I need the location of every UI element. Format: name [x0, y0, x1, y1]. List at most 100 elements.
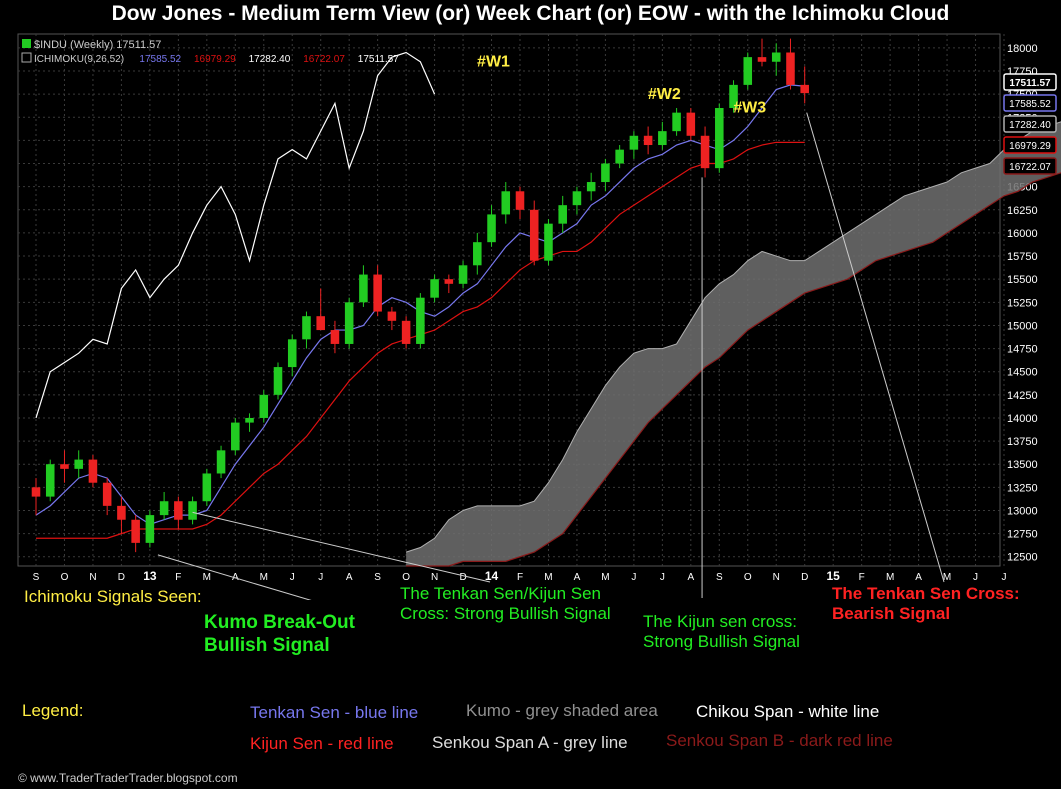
- candle-body: [487, 214, 496, 243]
- candle-body: [501, 191, 511, 215]
- y-tick-label: 12500: [1007, 552, 1038, 564]
- chart-area: 12500 12750 13000 13250 13500 13750 14000 14250…: [17, 33, 1061, 607]
- x-tick-label: J: [290, 572, 295, 583]
- candle-body: [444, 279, 454, 284]
- signals-seen-label: Ichimoku Signals Seen:: [24, 587, 202, 606]
- symbol-label: $INDU (Weekly) 17511.57: [34, 39, 161, 51]
- ichimoku-value: 17282.40: [249, 54, 291, 65]
- candle-body: [74, 459, 83, 469]
- footer-copyright: © www.TraderTraderTrader.blogspot.com: [18, 771, 238, 785]
- wave-label: #W2: [648, 86, 681, 103]
- price-tag-label: 16722.07: [1009, 162, 1051, 173]
- kijun-cross-annotation: The Kijun sen cross: Strong Bullish Sign…: [643, 612, 800, 653]
- x-tick-label: D: [801, 572, 808, 583]
- candle-body: [629, 135, 639, 150]
- x-tick-label: M: [601, 572, 609, 583]
- wave-label: #W3: [733, 100, 766, 117]
- candle-body: [544, 223, 553, 261]
- x-tick-label: M: [943, 572, 951, 583]
- y-tick-label: 15000: [1007, 320, 1038, 332]
- candle-body: [458, 265, 468, 284]
- tenkan-bearish-pointer: [806, 112, 945, 583]
- candle-body: [601, 163, 610, 183]
- y-tick-label: 13750: [1007, 436, 1038, 448]
- x-tick-label: 14: [485, 569, 499, 583]
- candle-body: [672, 112, 681, 132]
- candle-body: [515, 191, 525, 210]
- x-tick-label: M: [203, 572, 211, 583]
- kumo-breakout-line-2: Bullish Signal: [204, 634, 330, 656]
- candle-body: [373, 274, 382, 312]
- x-tick-label: S: [33, 572, 40, 583]
- candle-body: [715, 108, 724, 169]
- x-tick-label: J: [631, 572, 636, 583]
- y-tick-label: 14000: [1007, 413, 1038, 425]
- candle-body: [316, 316, 325, 331]
- x-tick-label: J: [318, 572, 323, 583]
- y-tick-label: 18000: [1007, 43, 1038, 55]
- candle-body: [786, 52, 795, 85]
- ichimoku-value: 17585.52: [139, 54, 181, 65]
- tenkan-bearish-line-1: The Tenkan Sen Cross:: [832, 584, 1020, 603]
- senkou-span-b-line: [406, 172, 1061, 567]
- x-tick-label: M: [886, 572, 894, 583]
- candle-body: [45, 464, 55, 497]
- legend-title: Legend:: [22, 701, 84, 720]
- y-tick-label: 15250: [1007, 297, 1038, 309]
- price-tag-label: 16979.29: [1009, 141, 1051, 152]
- candle-body: [31, 487, 41, 497]
- price-tag-box: [1003, 73, 1057, 91]
- price-tag-box: [1003, 157, 1057, 175]
- y-tick-label: 15750: [1007, 251, 1038, 263]
- x-tick-label: O: [61, 572, 69, 583]
- candle-body: [643, 135, 653, 146]
- kumo-cloud: [406, 121, 1061, 566]
- y-tick-label: 12750: [1007, 529, 1038, 541]
- price-tag-label: 17585.52: [1009, 99, 1051, 110]
- tenkan-bearish-line-2: Bearish Signal: [832, 604, 951, 624]
- candle-body: [102, 482, 112, 506]
- candle-body: [330, 330, 340, 344]
- candle-body: [416, 297, 425, 344]
- x-tick-label: A: [687, 572, 694, 583]
- y-tick-label: 16000: [1007, 228, 1038, 240]
- candle-body: [771, 52, 781, 62]
- candle-body: [131, 519, 140, 543]
- tk-cross-pointer: [192, 511, 491, 583]
- candle-body: [188, 501, 197, 520]
- candle-body: [359, 274, 368, 303]
- ichimoku-value: 16722.07: [303, 54, 345, 65]
- candle-body: [757, 57, 767, 62]
- x-tick-label: M: [544, 572, 552, 583]
- candle-body: [60, 464, 69, 469]
- x-tick-label: 15: [826, 569, 840, 583]
- x-tick-label: S: [716, 572, 723, 583]
- y-tick-label: 14750: [1007, 344, 1038, 356]
- kijun-cross-line-1: The Kijun sen cross:: [643, 612, 798, 631]
- candle-body: [231, 422, 240, 451]
- x-tick-label: D: [118, 572, 125, 583]
- candle-body: [202, 473, 212, 502]
- y-tick-label: 15500: [1007, 274, 1038, 286]
- x-tick-label: 13: [143, 569, 157, 583]
- candle-body: [259, 394, 269, 418]
- tk-cross-line-1: The Tenkan Sen/Kijun Sen: [400, 584, 601, 603]
- kumo-breakout-line-1: Kumo Break-Out: [204, 612, 355, 633]
- ichimoku-value: 16979.29: [194, 54, 236, 65]
- candle-body: [159, 501, 169, 516]
- candle-body: [88, 459, 98, 483]
- x-tick-label: M: [260, 572, 268, 583]
- candle-body: [245, 417, 254, 423]
- candle-body: [729, 84, 738, 109]
- symbol-marker-icon: [22, 39, 31, 48]
- legend-kumo: Kumo - grey shaded area: [466, 701, 658, 720]
- price-tag-box: [1003, 94, 1057, 112]
- price-tag-label: 17511.57: [1009, 78, 1051, 89]
- candle-body: [302, 316, 311, 340]
- chikou-span-line: [35, 51, 436, 419]
- candle-body: [686, 112, 696, 136]
- candle-body: [473, 242, 482, 266]
- kijun-cross-line-2: Strong Bullish Signal: [643, 632, 800, 652]
- candle-body: [529, 209, 539, 261]
- legend-tenkan: Tenkan Sen - blue line: [250, 703, 419, 722]
